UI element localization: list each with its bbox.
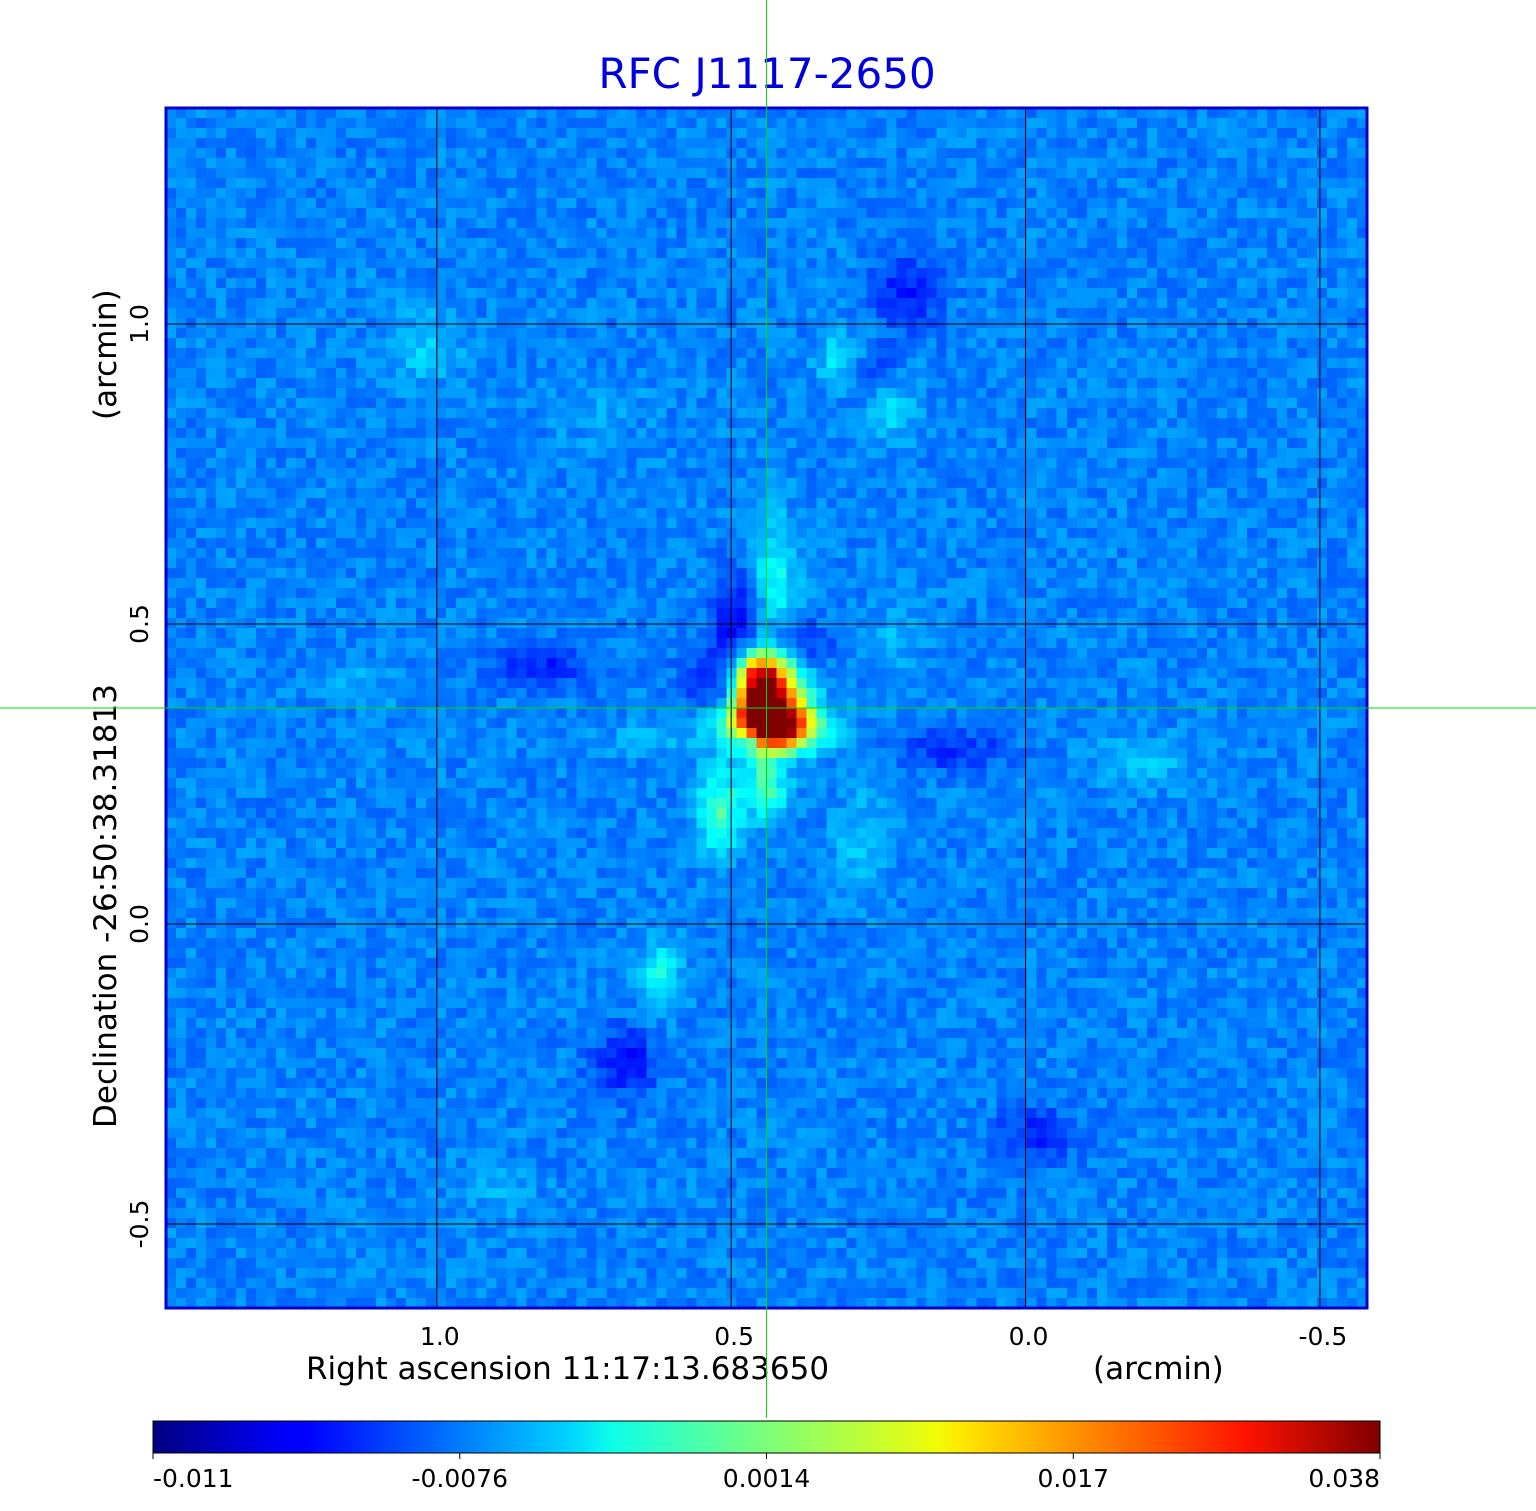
y-tick-label: -0.5: [125, 1200, 154, 1249]
x-tick-label: 0.0: [1009, 1322, 1049, 1351]
x-tick-label: 0.5: [714, 1322, 754, 1351]
y-tick-labels: 1.0 0.5 0.0 -0.5: [125, 304, 154, 1248]
colorbar-ticks: -0.011 -0.0076 0.0014 0.017 0.038: [152, 1453, 1381, 1493]
colorbar-tick-label: -0.0076: [412, 1464, 509, 1493]
x-axis-label: Right ascension 11:17:13.683650: [306, 1351, 829, 1387]
colorbar-tick-label: 0.0014: [723, 1464, 810, 1493]
colorbar: -0.011 -0.0076 0.0014 0.017 0.038: [152, 1420, 1381, 1493]
x-tick-label: 1.0: [420, 1322, 460, 1351]
x-tick-label: -0.5: [1299, 1322, 1348, 1351]
x-tick-labels: 1.0 0.5 0.0 -0.5: [420, 1322, 1347, 1351]
y-tick-label: 1.0: [125, 304, 154, 344]
colorbar-tick-label: 0.017: [1037, 1464, 1109, 1493]
y-axis-unit: (arcmin): [88, 289, 124, 420]
y-tick-label: 0.5: [125, 604, 154, 644]
colorbar-tick-label: 0.038: [1308, 1464, 1380, 1493]
colorbar-gradient: [152, 1420, 1381, 1454]
x-axis-unit: (arcmin): [1093, 1351, 1224, 1387]
y-tick-label: 0.0: [125, 904, 154, 944]
y-axis-label: Declination -26:50:38.31813: [88, 684, 124, 1128]
colorbar-tick-label: -0.011: [153, 1464, 234, 1493]
crosshair: [0, 0, 1536, 1418]
